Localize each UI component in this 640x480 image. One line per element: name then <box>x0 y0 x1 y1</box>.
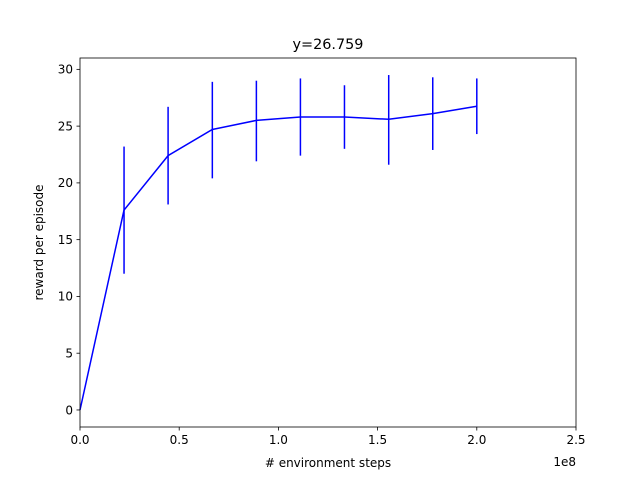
x-offset-label: 1e8 <box>553 455 576 469</box>
y-tick-label: 10 <box>58 290 73 304</box>
y-tick-label: 20 <box>58 176 73 190</box>
y-tick-label: 0 <box>65 403 73 417</box>
y-tick-label: 30 <box>58 63 73 77</box>
chart-title: y=26.759 <box>293 37 364 53</box>
y-axis-label: reward per episode <box>32 184 46 300</box>
x-tick-label: 2.5 <box>566 433 585 447</box>
plot-frame <box>79 57 577 428</box>
y-tick-label: 15 <box>58 233 73 247</box>
x-tick-label: 2.0 <box>467 433 486 447</box>
series-line <box>79 105 477 411</box>
x-tick-label: 0.5 <box>170 433 189 447</box>
x-axis-ticks: 0.0 0.5 1.0 1.5 2.0 2.5 <box>70 427 586 447</box>
y-axis-ticks: 0 5 10 15 20 25 30 <box>58 63 80 417</box>
x-tick-label: 0.0 <box>70 433 89 447</box>
y-tick-label: 5 <box>65 347 73 361</box>
x-tick-label: 1.5 <box>368 433 387 447</box>
x-axis-label: # environment steps <box>265 456 391 470</box>
y-tick-label: 25 <box>58 119 73 133</box>
x-tick-label: 1.0 <box>269 433 288 447</box>
